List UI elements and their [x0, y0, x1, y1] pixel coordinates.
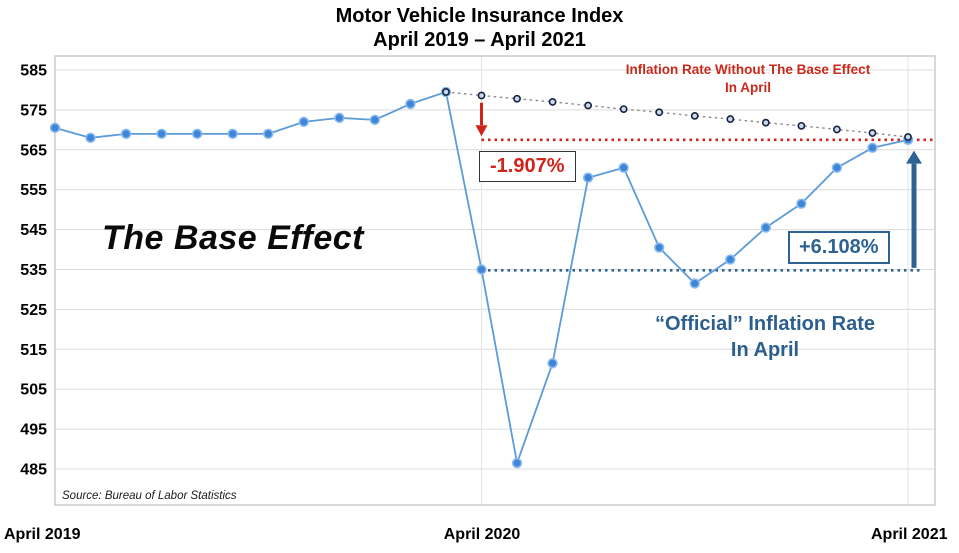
x-axis-label-april-2020: April 2020	[443, 526, 521, 543]
data-point-series-0	[156, 128, 167, 140]
data-point-series-0	[120, 128, 132, 140]
data-point-series-1	[690, 111, 699, 120]
y-tick-label: 505	[20, 382, 47, 399]
data-point-series-1	[619, 105, 628, 114]
data-point-series-0	[582, 172, 594, 183]
chart-subtitle: April 2019 – April 2021	[373, 28, 586, 51]
rise-percentage-badge: +6.108%	[788, 231, 890, 264]
data-point-series-0	[760, 222, 772, 233]
data-point-series-0	[263, 128, 274, 140]
title-block: Motor Vehicle Insurance Index April 2019…	[0, 5, 959, 52]
data-point-series-0	[49, 122, 61, 134]
data-point-series-1	[761, 118, 770, 127]
without-base-effect-note-line2: In April	[725, 80, 771, 96]
data-point-series-0	[227, 128, 238, 140]
official-rise-arrow-head	[906, 150, 922, 164]
y-tick-label: 495	[20, 422, 47, 439]
data-point-series-0	[867, 142, 878, 154]
official-inflation-note-line1: “Official” Inflation Rate	[654, 313, 876, 335]
data-point-series-0	[831, 162, 843, 173]
y-tick-label: 535	[20, 262, 47, 279]
base-effect-annotation: The Base Effect	[102, 219, 364, 257]
base-effect-drop-arrow-head	[475, 125, 488, 137]
data-point-series-0	[298, 116, 309, 128]
drop-percentage-badge: -1.907%	[479, 151, 576, 182]
data-point-series-0	[476, 264, 487, 275]
y-tick-label: 575	[20, 102, 47, 119]
x-axis-label-april-2021: April 2021	[871, 526, 948, 543]
data-point-series-1	[797, 121, 806, 130]
y-tick-label: 565	[20, 142, 47, 159]
data-point-series-0	[191, 128, 203, 140]
data-point-series-1	[726, 115, 735, 123]
data-point-series-0	[405, 98, 416, 110]
data-point-series-1	[513, 94, 521, 103]
data-point-series-1	[904, 133, 912, 141]
data-point-series-1	[655, 108, 664, 117]
data-point-series-1	[584, 101, 593, 110]
data-point-series-0	[334, 112, 345, 124]
y-tick-label: 585	[20, 63, 47, 80]
y-tick-label: 555	[20, 182, 47, 199]
data-point-series-0	[511, 457, 523, 469]
official-inflation-note-line2: In April	[730, 339, 800, 361]
data-point-series-1	[833, 125, 841, 134]
y-tick-label: 515	[20, 342, 47, 359]
data-point-series-1	[442, 88, 450, 96]
without-base-effect-note: Inflation Rate Without The Base Effect I…	[562, 61, 934, 97]
data-point-series-1	[477, 91, 486, 100]
data-point-series-0	[689, 278, 700, 289]
data-point-series-0	[85, 132, 96, 144]
chart-title: Motor Vehicle Insurance Index	[335, 5, 624, 27]
without-base-effect-note-line1: Inflation Rate Without The Base Effect	[625, 62, 871, 77]
plot-border	[54, 55, 936, 506]
official-inflation-note: “Official” Inflation Rate In April	[598, 311, 932, 363]
data-point-series-0	[547, 358, 558, 369]
data-point-series-0	[618, 162, 629, 173]
data-point-series-0	[369, 114, 381, 126]
y-tick-label: 545	[20, 222, 47, 239]
source-attribution: Source: Bureau of Labor Statistics	[62, 490, 237, 502]
data-point-series-0	[796, 198, 807, 209]
data-point-series-1	[548, 98, 557, 106]
y-tick-label: 485	[20, 462, 47, 479]
y-tick-label: 525	[20, 302, 47, 319]
data-point-series-0	[725, 254, 736, 265]
data-point-series-0	[654, 242, 665, 253]
data-point-series-1	[868, 129, 877, 137]
x-axis-label-april-2019: April 2019	[4, 526, 81, 543]
